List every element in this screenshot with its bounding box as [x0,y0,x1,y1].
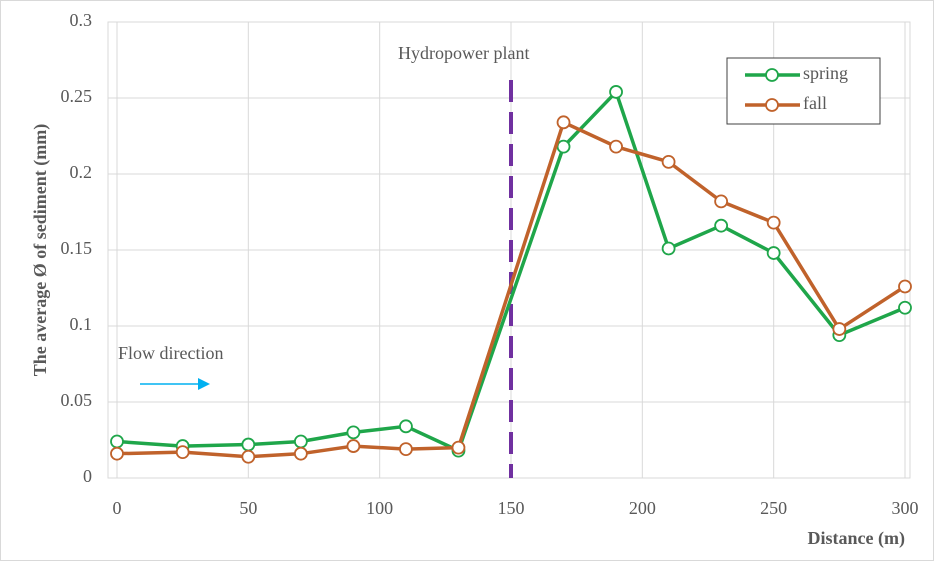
point [898,300,912,315]
y-tick-label: 0.05 [61,390,93,410]
x-tick-label: 200 [629,498,656,518]
vline-label: Hydropower plant [398,43,529,63]
y-tick-label: 0.3 [70,10,93,30]
x-tick-label: 300 [892,498,919,518]
point [898,279,912,294]
y-tick-label: 0.1 [70,314,93,334]
legend-label: fall [803,93,827,113]
x-tick-label: 150 [498,498,525,518]
legend-label: spring [803,63,848,83]
point [346,425,361,440]
point [609,139,623,154]
point [293,446,308,461]
y-tick-label: 0.15 [61,238,93,258]
y-tick-label: 0.25 [61,86,93,106]
y-axis-label: The average Ø of sediment (mm) [30,124,51,376]
legend-marker [765,68,779,82]
point [661,154,676,169]
arrow-head [198,378,210,390]
annotation: Flow direction [118,343,224,363]
legend-box [726,57,881,125]
y-tick-label: 0.2 [70,162,93,182]
point [293,434,308,449]
point [556,139,571,154]
point [451,440,466,455]
legend-marker [765,98,779,112]
point [766,215,781,230]
point [714,218,729,233]
point [346,439,361,453]
point [110,434,124,449]
point [399,442,413,457]
point [110,446,124,461]
point [766,246,781,260]
x-axis-label: Distance (m) [808,528,905,549]
point [241,449,256,464]
point [714,194,729,209]
x-tick-label: 250 [760,498,787,518]
x-tick-label: 100 [366,498,393,518]
point [556,115,571,130]
point [661,241,676,256]
series-line [116,90,906,453]
point [175,445,190,460]
y-tick-label: 0 [83,466,92,486]
point [399,419,413,434]
point [609,85,623,99]
x-tick-label: 0 [113,498,122,518]
point [241,437,256,452]
x-tick-label: 50 [239,498,257,518]
series-line [116,120,906,459]
point [832,322,847,336]
